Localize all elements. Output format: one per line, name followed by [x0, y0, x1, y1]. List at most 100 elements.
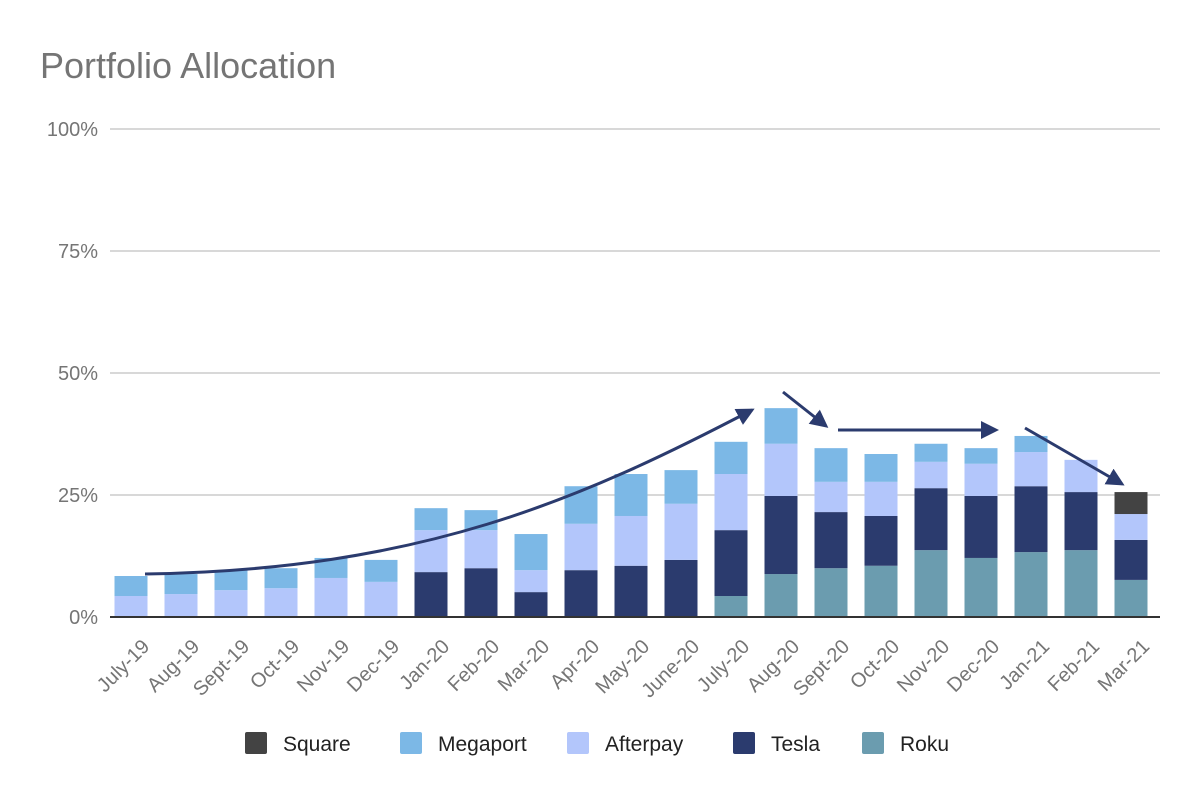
trend-arrow-down	[782, 390, 829, 428]
x-tick-label: July-19	[93, 636, 154, 697]
bar-afterpay-jan-21	[1014, 452, 1048, 487]
bar-afterpay-aug-19	[164, 594, 198, 617]
trend-arrow-curve-up	[144, 408, 755, 576]
x-tick-label: Sept-19	[189, 636, 254, 701]
bar-tesla-feb-21	[1064, 492, 1098, 551]
bar-tesla-jan-21	[1014, 486, 1048, 553]
bar-afterpay-dec-20	[964, 463, 998, 496]
x-tick-label: July-20	[693, 636, 754, 697]
y-tick-label: 100%	[47, 119, 98, 141]
x-tick-label: Dec-20	[943, 636, 1004, 697]
bar-afterpay-sept-19	[214, 590, 248, 617]
bar-megaport-oct-19	[264, 568, 298, 589]
bar-megaport-dec-19	[364, 559, 398, 582]
bar-roku-nov-20	[914, 550, 948, 617]
bar-afterpay-mar-20	[514, 570, 548, 593]
bar-tesla-mar-20	[514, 592, 548, 617]
bar-megaport-aug-20	[764, 408, 798, 444]
x-tick-label: Sept-20	[789, 636, 854, 701]
bar-megaport-nov-19	[314, 557, 348, 578]
bar-roku-sept-20	[814, 568, 848, 617]
bar-tesla-july-20	[714, 530, 748, 597]
legend-item-roku: Roku	[862, 732, 949, 756]
legend-label: Afterpay	[605, 733, 684, 756]
trend-arrow-down	[1024, 426, 1125, 486]
bar-roku-aug-20	[764, 574, 798, 617]
bar-megaport-nov-20	[914, 443, 948, 462]
x-tick-label: Feb-21	[1044, 636, 1104, 696]
bar-roku-jan-21	[1014, 552, 1048, 617]
bar-megaport-sept-19	[214, 570, 248, 591]
bar-tesla-sept-20	[814, 512, 848, 569]
bar-afterpay-may-20	[614, 515, 648, 566]
x-tick-label: Mar-21	[1094, 636, 1154, 696]
legend-item-tesla: Tesla	[733, 732, 820, 756]
legend-swatch	[862, 732, 884, 754]
bar-megaport-sept-20	[814, 448, 848, 482]
bar-tesla-june-20	[664, 559, 698, 617]
legend-label: Roku	[900, 733, 949, 756]
bar-megaport-may-20	[614, 474, 648, 516]
bar-afterpay-dec-19	[364, 581, 398, 617]
bar-megaport-jan-21	[1014, 435, 1048, 453]
legend-swatch	[245, 732, 267, 754]
bar-megaport-aug-19	[164, 574, 198, 595]
legend-label: Tesla	[771, 733, 820, 756]
x-tick-label: Feb-20	[444, 636, 504, 696]
bar-square-mar-21	[1114, 492, 1148, 515]
legend-swatch	[567, 732, 589, 754]
legend-item-square: Square	[245, 732, 351, 756]
bar-megaport-july-19	[114, 576, 148, 597]
legend-label: Megaport	[438, 733, 527, 756]
bar-afterpay-nov-19	[314, 577, 348, 617]
bar-tesla-may-20	[614, 565, 648, 617]
bar-roku-dec-20	[964, 557, 998, 617]
bar-megaport-june-20	[664, 470, 698, 504]
legend-swatch	[400, 732, 422, 754]
x-tick-label: Jan-20	[395, 636, 454, 695]
bar-afterpay-sept-20	[814, 481, 848, 513]
bar-afterpay-july-19	[114, 596, 148, 617]
bar-tesla-apr-20	[564, 570, 598, 617]
bar-tesla-jan-20	[414, 572, 448, 617]
bar-afterpay-mar-21	[1114, 514, 1148, 540]
bar-roku-july-20	[714, 596, 748, 617]
bar-megaport-oct-20	[864, 454, 898, 482]
bar-afterpay-oct-20	[864, 481, 898, 516]
y-tick-label: 75%	[58, 241, 98, 263]
legend-item-megaport: Megaport	[400, 732, 527, 756]
y-tick-label: 0%	[69, 607, 98, 629]
bar-megaport-dec-20	[964, 448, 998, 464]
bar-tesla-oct-20	[864, 515, 898, 566]
bar-tesla-mar-21	[1114, 539, 1148, 580]
bar-afterpay-nov-20	[914, 461, 948, 489]
x-tick-label: Dec-19	[343, 636, 404, 697]
bar-roku-oct-20	[864, 565, 898, 617]
bar-roku-feb-21	[1064, 550, 1098, 617]
bar-megaport-mar-20	[514, 534, 548, 571]
x-tick-label: Mar-20	[494, 636, 554, 696]
bar-megaport-jan-20	[414, 508, 448, 531]
bar-tesla-aug-20	[764, 495, 798, 575]
bar-afterpay-july-20	[714, 474, 748, 531]
x-tick-label: Jan-21	[995, 636, 1054, 695]
bar-afterpay-june-20	[664, 503, 698, 560]
bar-afterpay-apr-20	[564, 523, 598, 571]
bar-tesla-nov-20	[914, 488, 948, 551]
bar-afterpay-oct-19	[264, 588, 298, 617]
legend-label: Square	[283, 733, 351, 756]
bar-afterpay-aug-20	[764, 443, 798, 496]
bar-megaport-july-20	[714, 441, 748, 475]
y-tick-label: 50%	[58, 363, 98, 385]
bar-tesla-dec-20	[964, 495, 998, 558]
y-tick-label: 25%	[58, 485, 98, 507]
bar-tesla-feb-20	[464, 568, 498, 617]
chart-title: Portfolio Allocation	[40, 45, 336, 86]
legend-item-afterpay: Afterpay	[567, 732, 684, 756]
x-tick-label: Nov-20	[893, 636, 954, 697]
bar-afterpay-feb-20	[464, 530, 498, 569]
x-tick-label: Nov-19	[293, 636, 354, 697]
legend-swatch	[733, 732, 755, 754]
bar-afterpay-feb-21	[1064, 459, 1098, 493]
